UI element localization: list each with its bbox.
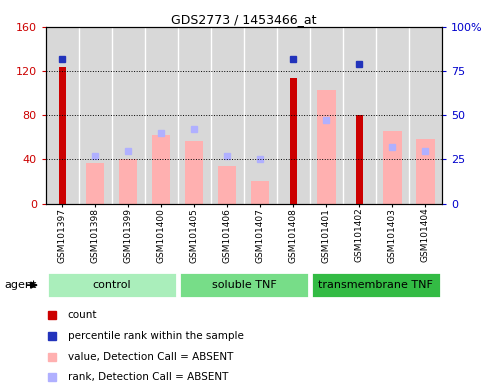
Text: transmembrane TNF: transmembrane TNF xyxy=(318,280,433,290)
Bar xyxy=(145,27,178,204)
Bar xyxy=(46,272,177,298)
Bar xyxy=(185,141,203,204)
Text: count: count xyxy=(68,310,97,320)
Bar xyxy=(211,27,244,204)
Text: percentile rank within the sample: percentile rank within the sample xyxy=(68,331,243,341)
Bar xyxy=(343,27,376,204)
Bar xyxy=(46,27,79,204)
Bar xyxy=(356,115,363,204)
Bar xyxy=(384,131,401,204)
Bar xyxy=(152,135,170,204)
Bar xyxy=(218,166,237,204)
Bar xyxy=(311,272,441,298)
Bar xyxy=(112,27,145,204)
Text: rank, Detection Call = ABSENT: rank, Detection Call = ABSENT xyxy=(68,372,228,382)
Text: agent: agent xyxy=(5,280,37,290)
Bar xyxy=(79,27,112,204)
Bar xyxy=(416,139,435,204)
Bar xyxy=(290,78,297,204)
Bar xyxy=(376,27,409,204)
Text: control: control xyxy=(93,280,131,290)
Bar xyxy=(317,90,336,204)
Text: soluble TNF: soluble TNF xyxy=(212,280,276,290)
Bar xyxy=(179,272,309,298)
Text: value, Detection Call = ABSENT: value, Detection Call = ABSENT xyxy=(68,352,233,362)
Bar xyxy=(244,27,277,204)
Bar xyxy=(178,27,211,204)
Bar xyxy=(251,182,270,204)
Bar xyxy=(310,27,343,204)
Bar xyxy=(409,27,442,204)
Bar xyxy=(277,27,310,204)
Title: GDS2773 / 1453466_at: GDS2773 / 1453466_at xyxy=(171,13,317,26)
Bar xyxy=(86,163,104,204)
Bar xyxy=(59,67,66,204)
Bar xyxy=(119,159,138,204)
